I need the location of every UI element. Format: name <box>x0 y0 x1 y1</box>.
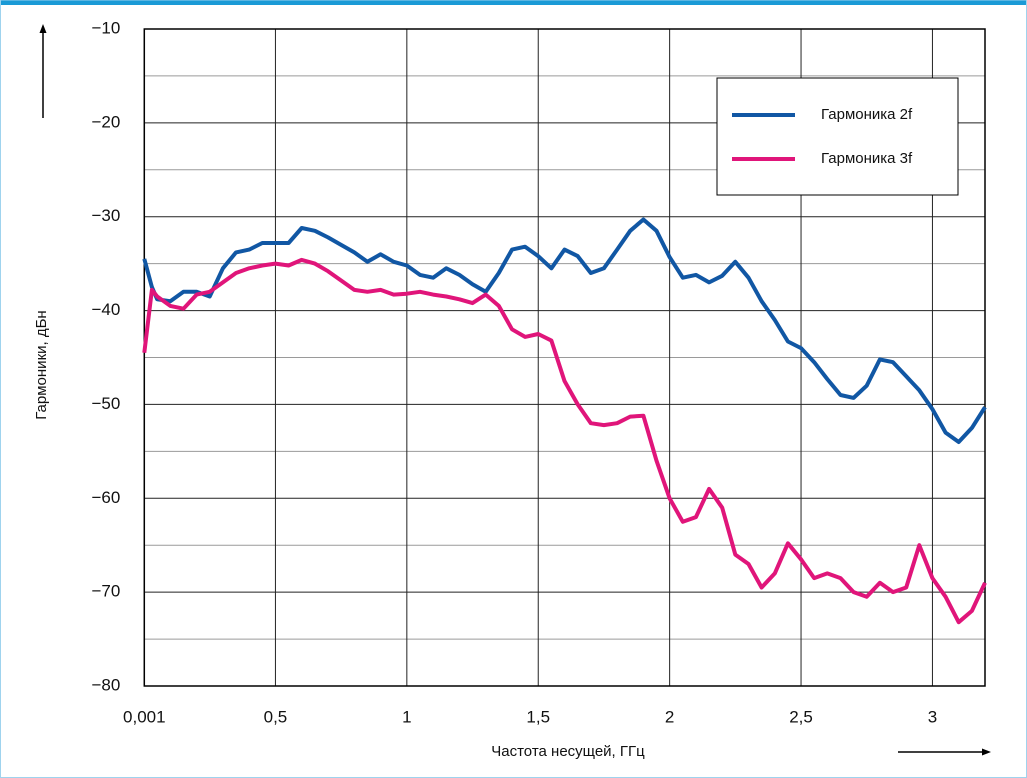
x-tick-label: 0,5 <box>264 707 288 726</box>
x-tick-label: 3 <box>928 707 937 726</box>
series-line <box>142 217 987 444</box>
x-tick-label: 1,5 <box>526 707 550 726</box>
y-arrow-head <box>39 24 47 33</box>
x-tick-label: 0,001 <box>123 707 166 726</box>
x-axis-label: Частота несущей, ГГц <box>491 743 645 760</box>
top-bar <box>0 0 1027 5</box>
series-line <box>142 257 987 625</box>
plot-border <box>143 28 986 687</box>
y-tick-label: −30 <box>91 206 120 225</box>
x-tick-label: 1 <box>402 707 411 726</box>
y-tick-label: −20 <box>91 112 120 131</box>
x-tick-label: 2 <box>665 707 674 726</box>
x-arrow-head <box>982 748 991 756</box>
y-tick-label: −60 <box>91 488 120 507</box>
legend-label: Гармоника 3f <box>821 150 913 167</box>
x-tick-label: 2,5 <box>789 707 813 726</box>
legend-label: Гармоника 2f <box>821 106 913 123</box>
y-tick-label: −50 <box>91 394 120 413</box>
y-axis-label: Гармоники, дБн <box>33 310 50 419</box>
y-tick-label: −80 <box>91 675 120 694</box>
y-tick-label: −70 <box>91 582 120 601</box>
y-tick-label: −40 <box>91 300 120 319</box>
legend-box <box>716 77 959 196</box>
y-tick-label: −10 <box>91 18 120 37</box>
